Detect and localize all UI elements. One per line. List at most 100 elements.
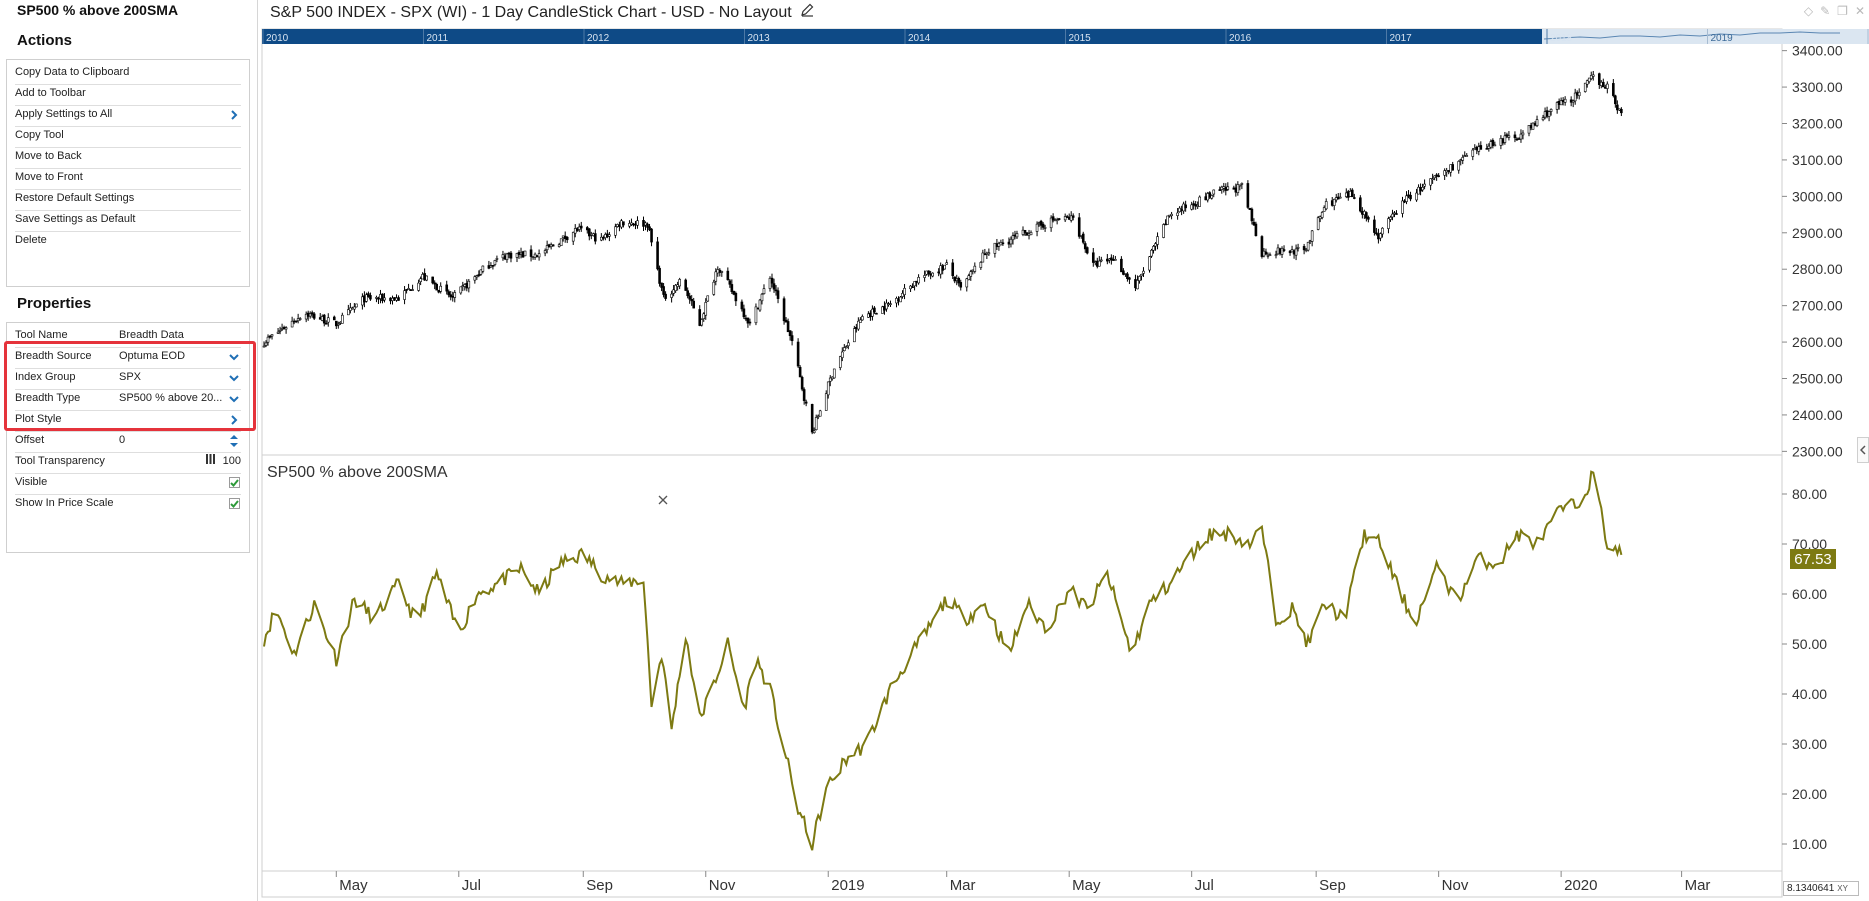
date-axis-label: Sep: [586, 877, 613, 894]
action-restore-default-settings[interactable]: Restore Default Settings: [15, 186, 241, 211]
candle: [433, 280, 436, 290]
candle: [951, 259, 955, 280]
candle: [1316, 215, 1320, 231]
candle: [1367, 215, 1370, 223]
action-copy-tool[interactable]: Copy Tool: [15, 123, 241, 148]
window-controls: ◇ ✎ ❐ ✕: [1804, 3, 1865, 19]
action-save-settings-as-default[interactable]: Save Settings as Default: [15, 207, 241, 232]
visible-checkbox[interactable]: [227, 470, 241, 495]
prop-plot-style[interactable]: Plot Style: [15, 407, 241, 432]
diamond-icon[interactable]: ◇: [1803, 4, 1814, 18]
offset-value[interactable]: 0: [119, 434, 126, 446]
candle: [1150, 248, 1153, 258]
candle: [690, 295, 693, 306]
chevron-down-icon[interactable]: [227, 386, 241, 411]
close-icon[interactable]: [658, 495, 668, 505]
candle: [312, 312, 316, 321]
candle: [969, 269, 973, 281]
price-pane[interactable]: 3400.00 3300.00 3200.00 3100.00 3000.00 2900.…: [262, 43, 1843, 460]
prop-label: Offset: [15, 434, 45, 446]
candle: [1535, 115, 1539, 128]
prop-breadth-source[interactable]: Breadth Source Optuma EOD: [15, 344, 241, 369]
price-axis-label: 2500.00: [1792, 371, 1843, 387]
prop-breadth-type[interactable]: Breadth Type SP500 % above 20...: [15, 386, 241, 411]
coordinate-value: 8.1340641: [1787, 883, 1835, 894]
prop-offset[interactable]: Offset 0: [15, 428, 241, 453]
overview-year-label: 2017: [1390, 33, 1413, 44]
candle: [1212, 189, 1216, 198]
prop-tool-transparency[interactable]: Tool Transparency 100: [15, 449, 241, 474]
indicator-pane[interactable]: SP500 % above 200SMA 80.00 70.00 60.00 50.0…: [263, 464, 1836, 852]
prop-visible[interactable]: Visible: [15, 470, 241, 495]
candle: [270, 334, 274, 340]
breadth-source-value[interactable]: Optuma EOD: [119, 350, 186, 362]
pin-icon[interactable]: ✎: [1820, 4, 1831, 18]
collapse-panel-button[interactable]: [1857, 437, 1869, 463]
price-axis-label: 3200.00: [1792, 116, 1843, 132]
action-move-to-front[interactable]: Move to Front: [15, 165, 241, 190]
restore-window-icon[interactable]: ❐: [1837, 4, 1848, 18]
show-in-price-scale-checkbox[interactable]: [227, 491, 241, 516]
close-window-icon[interactable]: ✕: [1854, 4, 1865, 18]
candle: [845, 345, 848, 349]
candle: [1236, 181, 1240, 196]
candle: [688, 292, 691, 304]
candle: [859, 317, 862, 323]
candle: [1479, 141, 1483, 150]
candle: [873, 306, 876, 314]
action-copy-data-to-clipboard[interactable]: Copy Data to Clipboard: [15, 60, 241, 85]
candle: [1011, 232, 1015, 245]
slider-grip-icon[interactable]: [205, 449, 215, 474]
index-group-value[interactable]: SPX: [119, 371, 142, 383]
candle: [1606, 81, 1609, 94]
candle: [268, 334, 272, 339]
overview-strip[interactable]: 2010 2011 2012 2013 2014 2015 2016 2017 2018 2019…: [262, 29, 1869, 44]
stepper-icon[interactable]: [227, 428, 241, 453]
action-delete[interactable]: Delete: [15, 228, 241, 253]
candle: [1421, 183, 1424, 192]
candle: [1154, 242, 1157, 251]
candle: [571, 231, 575, 245]
indicator-axis-label: 40.00: [1792, 686, 1827, 702]
candle: [545, 240, 549, 254]
candle: [810, 403, 814, 435]
chevron-down-icon[interactable]: [227, 344, 241, 369]
transparency-control[interactable]: 100: [205, 449, 241, 474]
tool-name-value[interactable]: Breadth Data: [119, 329, 184, 341]
candle: [290, 316, 294, 328]
candle: [670, 290, 673, 303]
candle: [762, 284, 766, 295]
candle: [1081, 231, 1085, 245]
action-apply-settings-to-all[interactable]: Apply Settings to All: [15, 102, 241, 127]
candle: [559, 238, 563, 246]
chevron-down-icon[interactable]: [227, 365, 241, 390]
candle: [365, 292, 368, 303]
last-value-label: 67.53: [1794, 551, 1832, 568]
candle: [973, 262, 977, 274]
candle: [714, 268, 718, 286]
chart-title-text: S&P 500 INDEX - SPX (WI) - 1 Day CandleS…: [270, 3, 792, 21]
candle: [730, 279, 734, 294]
prop-tool-name: Tool Name Breadth Data: [15, 323, 241, 348]
candle: [1505, 132, 1509, 139]
prop-show-in-price-scale[interactable]: Show In Price Scale: [15, 491, 241, 516]
breadth-type-value[interactable]: SP500 % above 20...: [119, 392, 223, 404]
candle: [726, 267, 730, 281]
chevron-right-icon[interactable]: [227, 407, 241, 432]
candle: [1296, 243, 1300, 252]
candle: [1208, 191, 1212, 200]
candle: [1493, 141, 1497, 147]
action-add-to-toolbar[interactable]: Add to Toolbar: [15, 81, 241, 106]
candle: [660, 282, 663, 292]
candle: [337, 321, 340, 329]
indicator-axis-label: 60.00: [1792, 586, 1827, 602]
prop-index-group[interactable]: Index Group SPX: [15, 365, 241, 390]
action-move-to-back[interactable]: Move to Back: [15, 144, 241, 169]
edit-pencil-icon[interactable]: [800, 3, 814, 22]
price-axis-label: 3100.00: [1792, 152, 1843, 168]
date-axis[interactable]: May Jul Sep Nov 2019 Mar May Jul Sep Nov 2020 Mar: [335, 871, 1710, 894]
date-axis-label: Sep: [1319, 877, 1346, 894]
candle: [322, 313, 326, 327]
price-axis-label: 2400.00: [1792, 407, 1843, 423]
